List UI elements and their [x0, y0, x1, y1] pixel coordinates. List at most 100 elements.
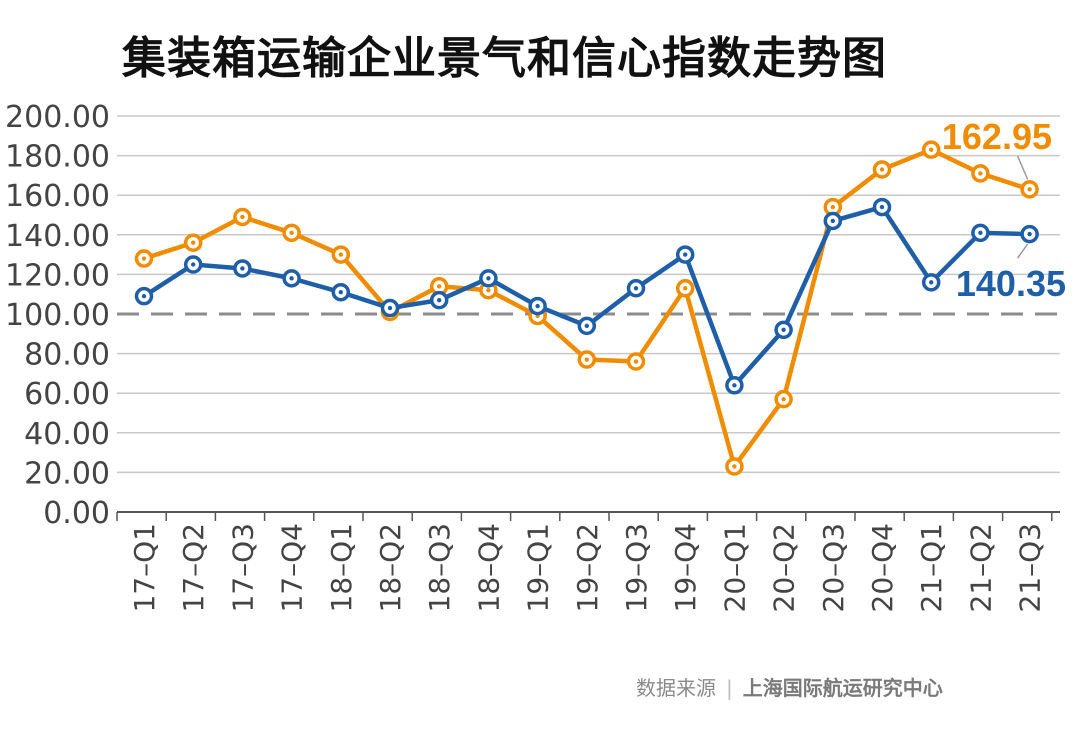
x-tick-label: 20–Q2	[768, 523, 801, 612]
data-point-marker	[183, 255, 203, 274]
data-point-marker	[626, 352, 646, 371]
data-point-marker	[725, 457, 744, 476]
data-point-marker	[1020, 224, 1039, 244]
marker-dot	[978, 171, 983, 176]
marker-dot	[830, 204, 835, 210]
data-point-marker	[282, 269, 301, 288]
marker-dot	[1027, 187, 1032, 192]
x-tick-label: 17–Q1	[128, 523, 161, 612]
y-tick-label: 200.00	[5, 100, 110, 135]
y-tick-label: 0.00	[43, 496, 110, 531]
x-tick-label: 18–Q1	[325, 523, 358, 612]
marker-dot	[584, 357, 589, 362]
data-point-marker	[183, 233, 203, 252]
x-tick-label: 19–Q1	[522, 523, 555, 612]
marker-dot	[338, 252, 343, 257]
marker-dot	[633, 359, 639, 364]
marker-dot	[535, 303, 540, 309]
data-point-marker	[1020, 180, 1039, 199]
x-tick-label: 17–Q4	[276, 523, 309, 612]
y-axis-tick-labels: 0.00 20.00 40.00 60.00 80.00 100.00 120.00 140.…	[5, 100, 110, 531]
data-point-marker	[528, 296, 547, 316]
marker-dot	[732, 464, 737, 469]
data-point-marker	[134, 249, 154, 268]
source-label: 数据来源	[636, 676, 716, 700]
x-tick-label: 19–Q3	[620, 523, 653, 612]
marker-dot	[387, 305, 393, 311]
data-point-marker	[675, 245, 695, 264]
marker-dot	[289, 276, 294, 281]
data-point-marker	[971, 223, 990, 243]
x-tick-label: 18–Q3	[423, 523, 456, 612]
y-tick-label: 80.00	[24, 338, 110, 373]
marker-dot	[879, 204, 885, 210]
source-separator: |	[726, 676, 733, 700]
marker-dot	[781, 396, 786, 402]
marker-dot	[191, 240, 196, 245]
x-tick-label: 19–Q4	[669, 523, 702, 612]
marker-dot	[141, 293, 147, 299]
x-tick-label: 21–Q3	[1014, 523, 1047, 612]
y-tick-label: 100.00	[5, 298, 110, 333]
end-label-2: 140.35	[956, 263, 1066, 304]
data-point-marker	[331, 245, 351, 264]
data-point-marker	[380, 298, 400, 318]
marker-dot	[830, 218, 835, 224]
marker-dot	[191, 262, 196, 267]
marker-dot	[240, 214, 245, 220]
marker-dot	[289, 230, 294, 236]
x-tick-label: 18–Q2	[374, 523, 407, 612]
marker-dot	[240, 266, 245, 271]
marker-dot	[584, 323, 589, 329]
marker-dot	[929, 147, 934, 152]
leader-line-1	[1016, 155, 1029, 180]
data-point-marker	[971, 164, 990, 183]
data-point-marker	[921, 140, 941, 159]
y-tick-label: 40.00	[24, 417, 110, 452]
data-point-marker	[479, 269, 498, 288]
data-point-marker	[774, 389, 793, 409]
end-value-labels: 162.95 140.35	[942, 116, 1066, 304]
x-tick-label: 17–Q2	[177, 523, 210, 612]
marker-dot	[437, 284, 442, 289]
data-point-marker	[626, 279, 646, 298]
source-organization: 上海国际航运研究中心	[742, 676, 943, 700]
y-tick-label: 160.00	[5, 179, 110, 214]
data-point-marker	[134, 286, 154, 306]
marker-dot	[1027, 231, 1032, 237]
marker-dot	[338, 290, 343, 295]
y-tick-label: 20.00	[24, 456, 110, 491]
data-source: 数据来源 | 上海国际航运研究中心	[636, 672, 943, 701]
marker-dot	[879, 167, 885, 172]
marker-dot	[781, 327, 786, 333]
end-label-1: 162.95	[942, 116, 1052, 157]
y-tick-label: 60.00	[24, 377, 110, 412]
data-point-marker	[233, 259, 252, 278]
data-point-marker	[675, 279, 695, 298]
marker-dot	[437, 297, 442, 303]
data-point-marker	[872, 160, 892, 179]
x-tick-label: 20–Q3	[817, 523, 850, 612]
data-point-marker	[577, 350, 597, 369]
data-point-marker	[774, 320, 793, 340]
data-point-marker	[921, 273, 941, 292]
x-tick-label: 18–Q4	[472, 523, 505, 612]
data-point-marker	[577, 316, 597, 336]
x-tick-label: 21–Q1	[915, 523, 948, 612]
chart-title: 集装箱运输企业景气和信心指数走势图	[122, 33, 887, 84]
x-tick-label: 20–Q4	[866, 523, 899, 612]
series-line-1	[143, 147, 1031, 469]
series-lines	[134, 140, 1039, 476]
marker-dot	[683, 252, 688, 257]
marker-dot	[683, 286, 688, 291]
x-tick-label: 19–Q2	[571, 523, 604, 612]
y-tick-label: 120.00	[5, 258, 110, 293]
x-axis-tick-labels: 17–Q1 17–Q2 17–Q3 17–Q4 18–Q1 18–Q2 18–Q3 18–Q4…	[128, 523, 1047, 612]
marker-dot	[929, 280, 934, 285]
leader-line-2	[1016, 243, 1029, 259]
x-tick-label: 20–Q1	[718, 523, 751, 612]
marker-dot	[978, 230, 983, 236]
marker-dot	[633, 286, 639, 291]
x-tick-label: 17–Q3	[226, 523, 259, 612]
